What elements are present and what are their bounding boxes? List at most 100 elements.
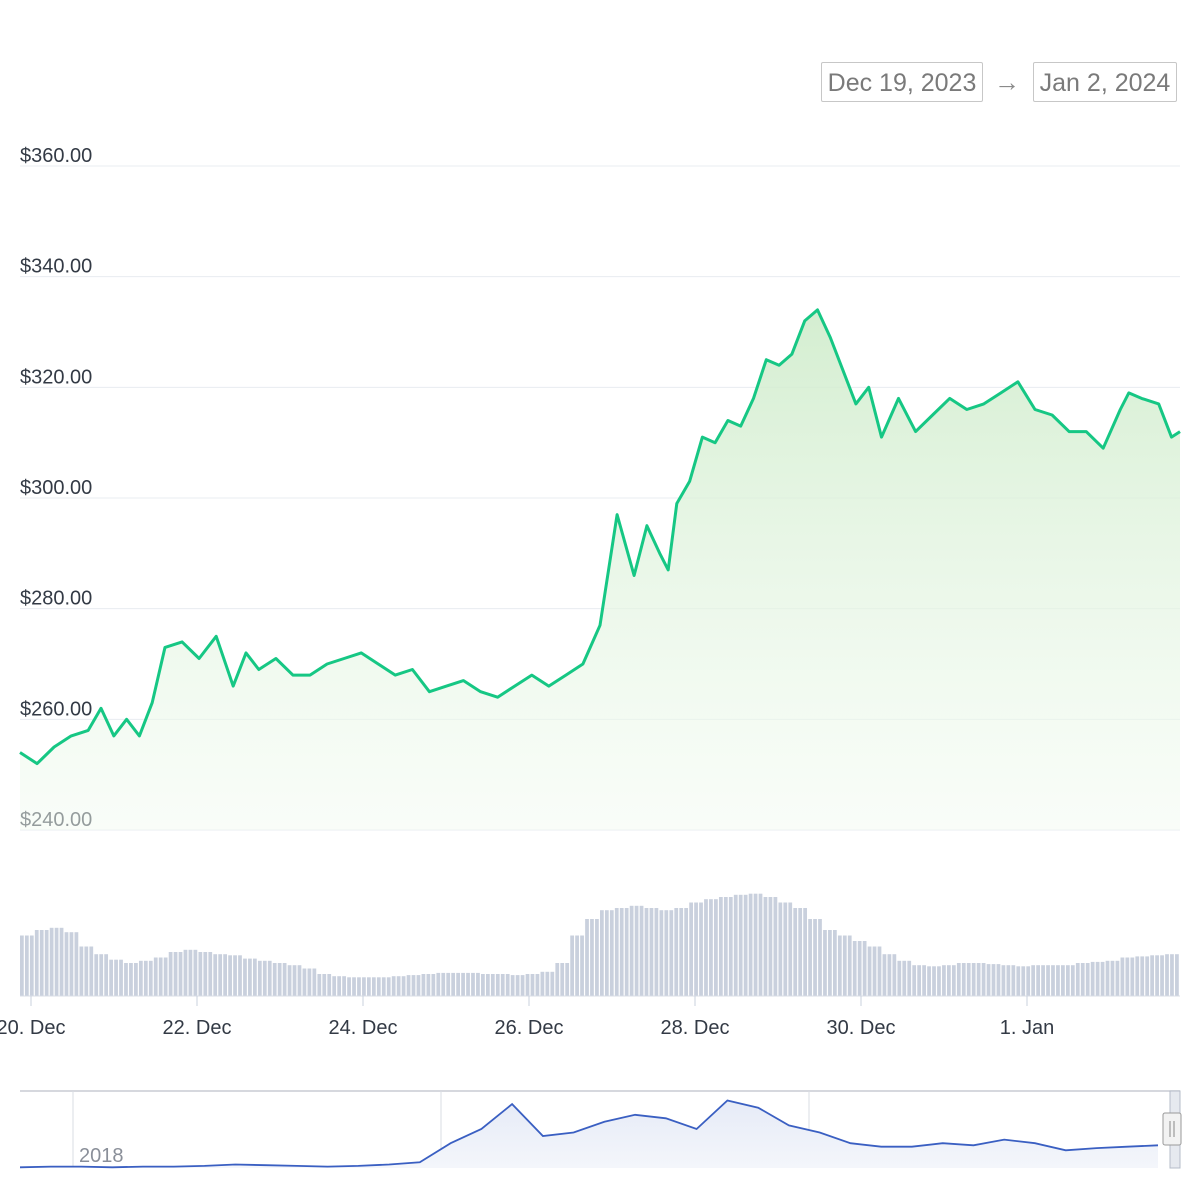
volume-bar <box>1110 960 1115 996</box>
volume-bar <box>178 952 183 996</box>
volume-bar <box>20 935 24 996</box>
volume-bar <box>604 910 609 996</box>
volume-bar <box>823 930 827 996</box>
volume-bar <box>262 960 267 996</box>
volume-bar <box>942 965 946 996</box>
volume-bar <box>1120 957 1125 996</box>
volume-bar <box>213 954 218 996</box>
volume-bar <box>252 958 257 996</box>
volume-bar <box>1085 963 1090 996</box>
volume-bar <box>386 977 391 996</box>
x-tick-label: 24. Dec <box>329 1017 398 1039</box>
volume-bar <box>887 954 892 996</box>
volume-bar <box>545 971 550 996</box>
volume-bar <box>704 899 708 996</box>
volume-bar <box>882 954 887 996</box>
volume-bar <box>1155 955 1159 996</box>
volume-bar <box>347 977 351 996</box>
volume-bar <box>1001 965 1006 996</box>
volume-bar <box>1100 961 1105 996</box>
volume-bar <box>510 975 515 996</box>
x-tick-label: 22. Dec <box>163 1017 232 1039</box>
navigator[interactable]: 201820202022 <box>19 1090 1182 1169</box>
volume-bar <box>500 974 505 996</box>
volume-bar <box>852 941 857 996</box>
navigator-year-label: 2018 <box>79 1145 124 1167</box>
volume-bar <box>193 949 198 996</box>
volume-bar <box>758 893 763 996</box>
date-range-start-input[interactable]: Dec 19, 2023 <box>821 62 983 102</box>
volume-bar <box>39 930 44 996</box>
volume-bar <box>600 910 604 996</box>
volume-bar <box>29 935 34 996</box>
volume-bar <box>669 910 674 996</box>
volume-bar <box>1031 965 1036 996</box>
x-tick-label: 20. Dec <box>0 1017 65 1039</box>
volume-bar <box>575 935 579 996</box>
volume-bar <box>947 965 951 996</box>
volume-bar <box>431 974 436 996</box>
volume-bar <box>1115 960 1120 996</box>
volume-bar <box>317 974 322 996</box>
y-tick-label: $300.00 <box>20 477 92 499</box>
volume-bar <box>530 974 535 996</box>
volume-bar <box>1150 955 1155 996</box>
volume-bar <box>649 908 654 996</box>
y-tick-label: $280.00 <box>20 588 92 610</box>
volume-bar <box>877 946 882 996</box>
volume-bar <box>659 910 664 996</box>
volume-bar <box>223 954 228 996</box>
volume-bar <box>714 899 718 996</box>
volume-bar <box>917 965 922 996</box>
volume-bar <box>565 963 570 996</box>
date-range-end-input[interactable]: Jan 2, 2024 <box>1033 62 1177 102</box>
volume-bar <box>872 946 877 996</box>
navigator-area <box>20 1100 1158 1168</box>
volume-bar <box>134 963 138 996</box>
volume-bar <box>74 932 79 996</box>
volume-bar <box>1061 965 1065 996</box>
volume-bar <box>694 902 698 996</box>
volume-bar <box>832 930 837 996</box>
volume-bar <box>857 941 862 996</box>
volume-bar <box>808 919 812 996</box>
volume-bar <box>233 955 237 996</box>
volume-bar <box>1036 965 1040 996</box>
volume-bar <box>803 908 808 996</box>
volume-bar <box>1165 954 1169 996</box>
volume-bar <box>728 897 733 996</box>
volume-bar <box>391 976 396 996</box>
volume-bar <box>376 977 381 996</box>
volume-bar <box>302 968 307 996</box>
price-line <box>19 308 1181 766</box>
x-tick-label: 30. Dec <box>827 1017 896 1039</box>
volume-bar <box>991 964 996 996</box>
price-area <box>20 309 1180 830</box>
volume-bar <box>476 972 480 996</box>
volume-bar <box>912 965 917 996</box>
volume-bar <box>1135 956 1140 996</box>
volume-bar <box>441 972 446 996</box>
volume-bar <box>748 893 753 996</box>
volume-bar <box>119 959 123 996</box>
volume-bar <box>153 957 158 996</box>
volume-bar <box>738 894 743 996</box>
volume-bar <box>783 902 788 996</box>
volume-bar <box>996 964 1001 996</box>
volume-bar <box>570 935 575 996</box>
volume-bar <box>337 976 342 996</box>
volume-bar <box>44 930 49 996</box>
volume-bar <box>109 959 113 996</box>
volume-bar <box>679 908 684 996</box>
volume-bar <box>1065 965 1070 996</box>
volume-bar <box>436 972 441 996</box>
volume-bar <box>595 919 599 996</box>
price-area-fill <box>20 309 1180 830</box>
volume-bar <box>1011 965 1016 996</box>
volume-bar <box>1140 956 1145 996</box>
volume-bar <box>907 960 912 996</box>
volume-bar <box>148 960 153 996</box>
navigator-handle[interactable] <box>1162 1112 1182 1146</box>
volume-bar <box>609 910 614 996</box>
